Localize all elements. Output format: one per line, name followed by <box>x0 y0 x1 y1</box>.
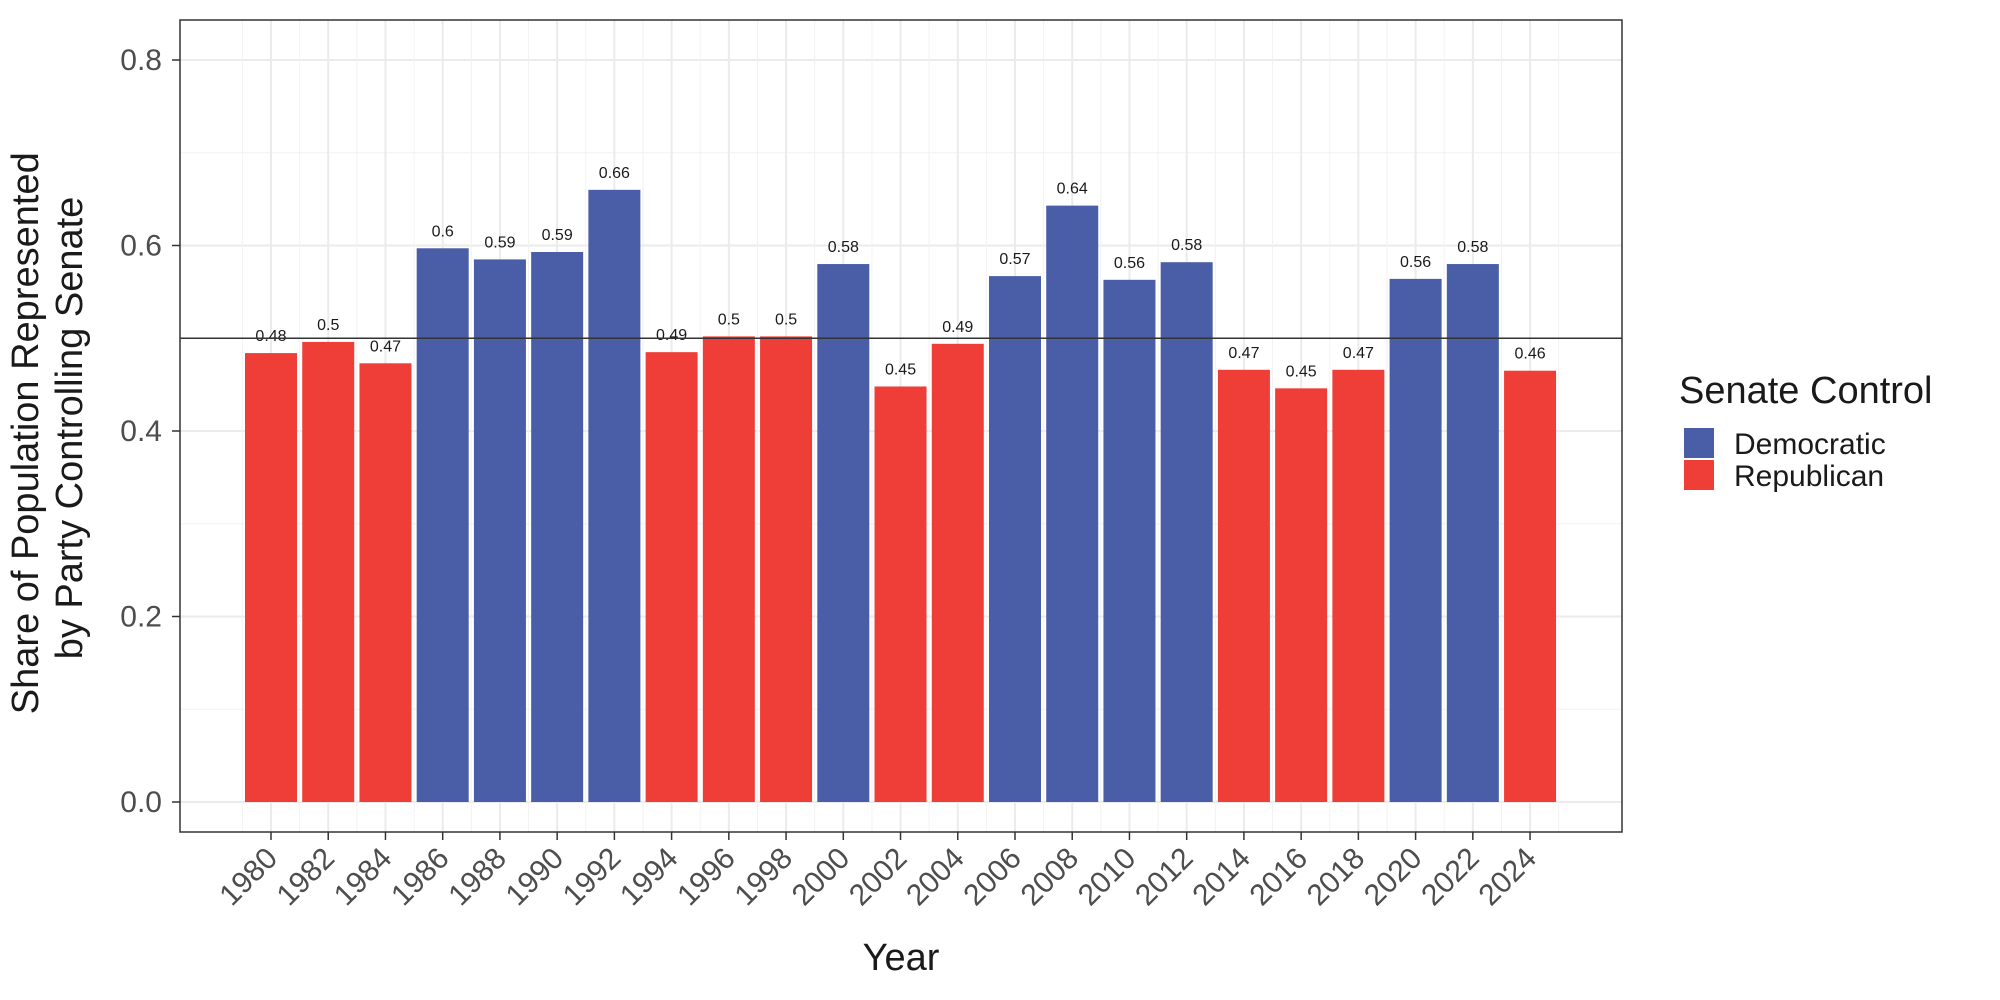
bar-2022 <box>1446 264 1499 802</box>
legend: Senate Control Democratic Republican <box>1679 370 1933 493</box>
bar-2012 <box>1160 262 1213 802</box>
legend-label-republican: Republican <box>1734 460 1884 493</box>
bar-2004 <box>931 343 984 802</box>
x-tick-label-2020: 2020 <box>1358 842 1429 913</box>
bar-value-label-1992: 0.66 <box>599 165 630 182</box>
x-tick-label-1998: 1998 <box>728 842 799 913</box>
bar-1988 <box>473 259 526 803</box>
bar-value-label-1998: 0.5 <box>775 311 797 328</box>
y-axis-title: Share of Population Represented by Party… <box>5 142 91 715</box>
x-tick-label-2024: 2024 <box>1472 842 1543 913</box>
x-tick-label-2018: 2018 <box>1301 842 1372 913</box>
bar-2006 <box>988 276 1041 802</box>
bar-2016 <box>1275 388 1328 802</box>
y-tick-label: 0.4 <box>120 415 162 448</box>
x-tick-label-1984: 1984 <box>328 842 399 913</box>
bar-1996 <box>702 336 755 802</box>
bar-1980 <box>245 353 297 802</box>
y-axis-title-line-2: by Party Controlling Senate <box>49 197 91 660</box>
x-axis: 1980198219841986198819901992199419961998… <box>213 832 1543 912</box>
y-tick-label: 0.2 <box>120 601 162 634</box>
y-tick-label: 0.8 <box>120 44 162 77</box>
bar-value-label-2022: 0.58 <box>1457 239 1488 256</box>
bar-2008 <box>1046 205 1099 802</box>
legend-label-democratic: Democratic <box>1734 428 1886 461</box>
bar-1990 <box>531 251 584 802</box>
legend-swatch-democratic <box>1684 428 1714 458</box>
x-tick-label-2002: 2002 <box>843 842 914 913</box>
x-tick-label-2014: 2014 <box>1186 842 1257 913</box>
y-axis-title-line-1: Share of Population Represented <box>5 152 47 714</box>
y-tick-label: 0.6 <box>120 230 162 263</box>
bar-value-label-1988: 0.59 <box>484 234 515 251</box>
bar-value-label-2016: 0.45 <box>1286 363 1317 380</box>
x-tick-label-2016: 2016 <box>1244 842 1315 913</box>
x-tick-label-1990: 1990 <box>500 842 571 913</box>
bar-value-label-2000: 0.58 <box>828 239 859 256</box>
bar-value-labels: 0.48 0.5 0.47 0.6 0.59 0.59 0.66 0.49 0.5 0.5 0.58… <box>255 165 1545 380</box>
bar-1994 <box>645 352 698 802</box>
x-tick-label-1988: 1988 <box>442 842 513 913</box>
bar-value-label-2002: 0.45 <box>885 361 916 378</box>
y-tick-label: 0.0 <box>120 786 162 819</box>
x-tick-label-1994: 1994 <box>614 842 685 913</box>
bar-value-label-1984: 0.47 <box>370 338 401 355</box>
x-tick-label-2012: 2012 <box>1129 842 1200 913</box>
x-tick-label-2006: 2006 <box>957 842 1028 913</box>
x-tick-label-1980: 1980 <box>213 842 284 913</box>
bar-2010 <box>1103 279 1156 802</box>
bar-value-label-1994: 0.49 <box>656 327 687 344</box>
x-tick-label-2008: 2008 <box>1015 842 1086 913</box>
bar-2018 <box>1332 369 1385 802</box>
bar-value-label-2010: 0.56 <box>1114 255 1145 272</box>
bar-2000 <box>817 264 870 802</box>
x-tick-label-2000: 2000 <box>786 842 857 913</box>
bars-group <box>245 189 1557 803</box>
x-tick-label-2004: 2004 <box>900 842 971 913</box>
bar-value-label-1990: 0.59 <box>542 227 573 244</box>
bar-1998 <box>760 336 813 802</box>
bar-value-label-1996: 0.5 <box>718 311 740 328</box>
bar-2024 <box>1504 370 1557 802</box>
bar-1984 <box>359 363 412 802</box>
bar-value-label-2020: 0.56 <box>1400 254 1431 271</box>
legend-title: Senate Control <box>1679 370 1933 412</box>
bar-value-label-2004: 0.49 <box>942 319 973 336</box>
bar-value-label-2008: 0.64 <box>1057 181 1088 198</box>
bar-value-label-2006: 0.57 <box>999 251 1030 268</box>
x-axis-title: Year <box>863 937 940 979</box>
bar-value-label-2024: 0.46 <box>1514 346 1545 363</box>
x-tick-label-1996: 1996 <box>671 842 742 913</box>
bar-1992 <box>588 189 641 803</box>
y-axis: 0.0 0.2 0.4 0.6 0.8 <box>120 44 180 819</box>
x-tick-label-2022: 2022 <box>1415 842 1486 913</box>
x-tick-label-1992: 1992 <box>557 842 628 913</box>
bar-value-label-2012: 0.58 <box>1171 237 1202 254</box>
bar-2014 <box>1217 369 1270 802</box>
bar-1986 <box>416 248 469 803</box>
x-tick-label-2010: 2010 <box>1072 842 1143 913</box>
legend-swatch-republican <box>1684 460 1714 490</box>
bar-value-label-1980: 0.48 <box>255 328 286 345</box>
bar-value-label-2018: 0.47 <box>1343 345 1374 362</box>
bar-value-label-2014: 0.47 <box>1228 345 1259 362</box>
bar-1982 <box>302 341 355 802</box>
x-tick-label-1986: 1986 <box>385 842 456 913</box>
bar-2002 <box>874 386 927 802</box>
x-tick-label-1982: 1982 <box>271 842 342 913</box>
bar-value-label-1982: 0.5 <box>317 317 339 334</box>
bar-2020 <box>1389 278 1442 802</box>
bar-value-label-1986: 0.6 <box>432 223 454 240</box>
